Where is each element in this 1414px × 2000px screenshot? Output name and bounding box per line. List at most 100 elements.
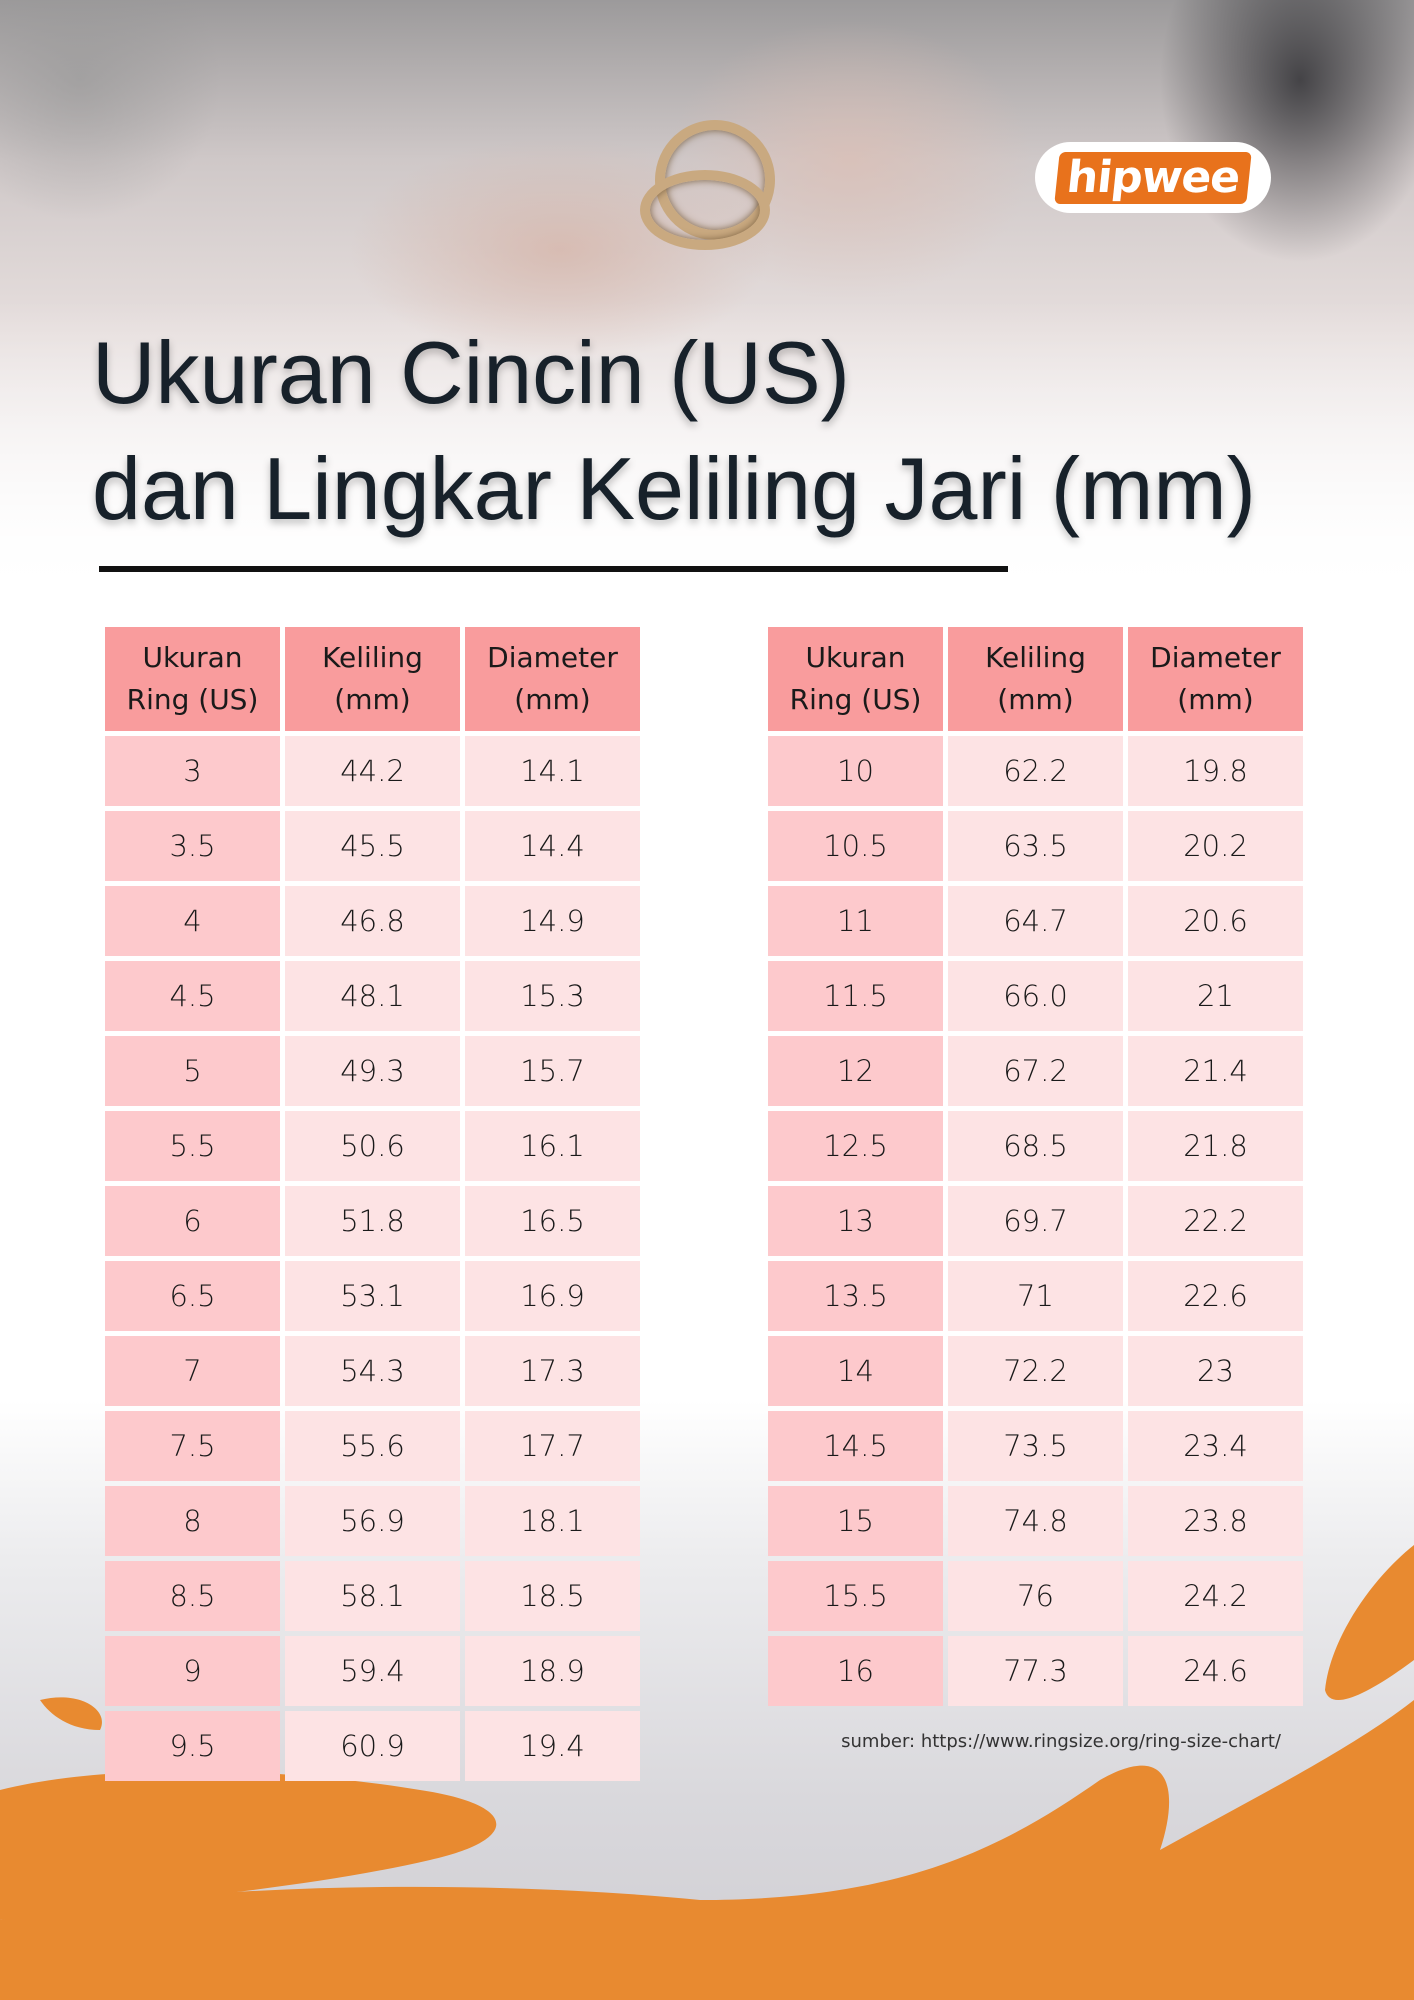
cell-circumference: 49.3: [285, 1036, 460, 1106]
cell-diameter: 17.3: [465, 1336, 640, 1406]
logo-text: hipwee: [1054, 151, 1252, 204]
cell-ring-size: 6: [105, 1186, 280, 1256]
cell-circumference: 59.4: [285, 1636, 460, 1706]
cell-diameter: 19.4: [465, 1711, 640, 1781]
cell-ring-size: 13: [768, 1186, 943, 1256]
cell-diameter: 18.5: [465, 1561, 640, 1631]
column-header: Diameter (mm): [465, 627, 640, 731]
cell-diameter: 22.2: [1128, 1186, 1303, 1256]
cell-ring-size: 11.5: [768, 961, 943, 1031]
cell-diameter: 23: [1128, 1336, 1303, 1406]
cell-ring-size: 4: [105, 886, 280, 956]
cell-circumference: 68.5: [948, 1111, 1123, 1181]
cell-diameter: 24.2: [1128, 1561, 1303, 1631]
cell-ring-size: 14: [768, 1336, 943, 1406]
column-header: Ukuran Ring (US): [105, 627, 280, 731]
cell-ring-size: 16: [768, 1636, 943, 1706]
cell-ring-size: 10.5: [768, 811, 943, 881]
cell-ring-size: 5.5: [105, 1111, 280, 1181]
cell-diameter: 15.3: [465, 961, 640, 1031]
cell-diameter: 16.5: [465, 1186, 640, 1256]
cell-ring-size: 3: [105, 736, 280, 806]
ring-size-table-left: Ukuran Ring (US) Keliling (mm) Diameter (m…: [105, 627, 640, 1781]
cell-diameter: 14.4: [465, 811, 640, 881]
cell-diameter: 21.4: [1128, 1036, 1303, 1106]
cell-ring-size: 10: [768, 736, 943, 806]
cell-ring-size: 11: [768, 886, 943, 956]
hipwee-logo: hipwee: [1035, 142, 1271, 213]
cell-diameter: 15.7: [465, 1036, 640, 1106]
cell-circumference: 45.5: [285, 811, 460, 881]
cell-ring-size: 9: [105, 1636, 280, 1706]
cell-circumference: 51.8: [285, 1186, 460, 1256]
cell-circumference: 76: [948, 1561, 1123, 1631]
title-underline: [99, 566, 1008, 572]
cell-ring-size: 7: [105, 1336, 280, 1406]
column-header: Keliling (mm): [285, 627, 460, 731]
cell-circumference: 58.1: [285, 1561, 460, 1631]
source-note: sumber: https://www.ringsize.org/ring-si…: [841, 1731, 1281, 1752]
ring-size-table-right: Ukuran Ring (US) Keliling (mm) Diameter (m…: [768, 627, 1303, 1706]
orange-wave-shape: [0, 1771, 497, 1920]
cell-diameter: 16.1: [465, 1111, 640, 1181]
page-title: Ukuran Cincin (US) dan Lingkar Keliling …: [92, 315, 1256, 547]
cell-circumference: 54.3: [285, 1336, 460, 1406]
cell-diameter: 22.6: [1128, 1261, 1303, 1331]
cell-ring-size: 6.5: [105, 1261, 280, 1331]
cell-circumference: 48.1: [285, 961, 460, 1031]
cell-diameter: 20.6: [1128, 886, 1303, 956]
cell-diameter: 14.1: [465, 736, 640, 806]
cell-diameter: 18.1: [465, 1486, 640, 1556]
cell-ring-size: 13.5: [768, 1261, 943, 1331]
column-header: Keliling (mm): [948, 627, 1123, 731]
cell-ring-size: 15.5: [768, 1561, 943, 1631]
title-line-2: dan Lingkar Keliling Jari (mm): [92, 439, 1256, 538]
cell-diameter: 18.9: [465, 1636, 640, 1706]
cell-circumference: 66.0: [948, 961, 1123, 1031]
cell-circumference: 64.7: [948, 886, 1123, 956]
cell-diameter: 23.4: [1128, 1411, 1303, 1481]
cell-ring-size: 5: [105, 1036, 280, 1106]
cell-diameter: 14.9: [465, 886, 640, 956]
cell-diameter: 20.2: [1128, 811, 1303, 881]
cell-diameter: 21.8: [1128, 1111, 1303, 1181]
orange-wave-shape: [1325, 1545, 1414, 1700]
cell-circumference: 55.6: [285, 1411, 460, 1481]
cell-circumference: 50.6: [285, 1111, 460, 1181]
cell-circumference: 56.9: [285, 1486, 460, 1556]
cell-circumference: 60.9: [285, 1711, 460, 1781]
cell-circumference: 67.2: [948, 1036, 1123, 1106]
cell-ring-size: 8.5: [105, 1561, 280, 1631]
ring-image: [640, 170, 770, 250]
cell-ring-size: 3.5: [105, 811, 280, 881]
orange-wave-shape: [40, 1697, 102, 1730]
cell-diameter: 17.7: [465, 1411, 640, 1481]
cell-circumference: 77.3: [948, 1636, 1123, 1706]
cell-diameter: 21: [1128, 961, 1303, 1031]
column-header: Ukuran Ring (US): [768, 627, 943, 731]
cell-circumference: 62.2: [948, 736, 1123, 806]
cell-ring-size: 14.5: [768, 1411, 943, 1481]
cell-circumference: 53.1: [285, 1261, 460, 1331]
cell-diameter: 19.8: [1128, 736, 1303, 806]
cell-ring-size: 12: [768, 1036, 943, 1106]
cell-circumference: 69.7: [948, 1186, 1123, 1256]
orange-wave-shape: [0, 1700, 1414, 2000]
cell-circumference: 44.2: [285, 736, 460, 806]
cell-diameter: 16.9: [465, 1261, 640, 1331]
cell-ring-size: 8: [105, 1486, 280, 1556]
cell-ring-size: 4.5: [105, 961, 280, 1031]
cell-ring-size: 15: [768, 1486, 943, 1556]
cell-circumference: 63.5: [948, 811, 1123, 881]
cell-ring-size: 7.5: [105, 1411, 280, 1481]
title-line-1: Ukuran Cincin (US): [92, 323, 850, 422]
cell-diameter: 23.8: [1128, 1486, 1303, 1556]
cell-circumference: 46.8: [285, 886, 460, 956]
cell-diameter: 24.6: [1128, 1636, 1303, 1706]
column-header: Diameter (mm): [1128, 627, 1303, 731]
cell-circumference: 72.2: [948, 1336, 1123, 1406]
cell-circumference: 71: [948, 1261, 1123, 1331]
cell-ring-size: 9.5: [105, 1711, 280, 1781]
cell-circumference: 74.8: [948, 1486, 1123, 1556]
